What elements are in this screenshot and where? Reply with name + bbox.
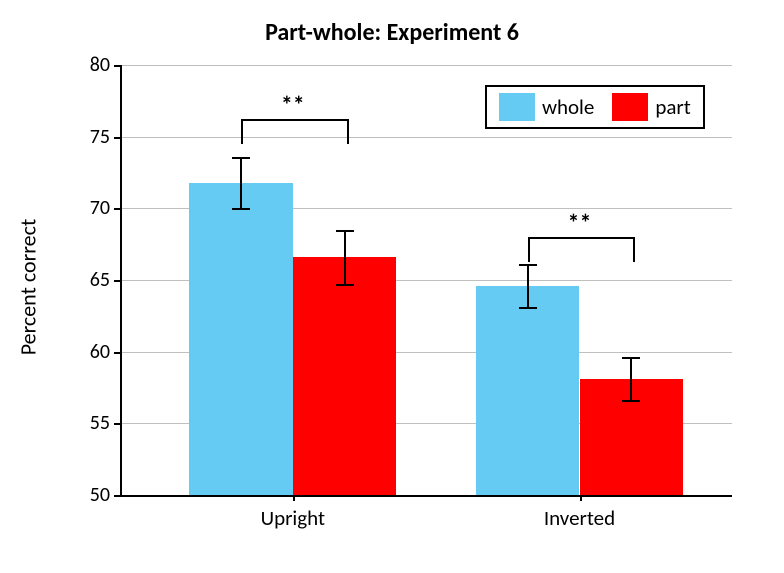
y-tick-label: 65 — [80, 268, 110, 292]
errorbar-cap — [232, 208, 250, 210]
y-axis-label: Percent correct — [15, 218, 42, 355]
bar-part — [293, 257, 397, 495]
y-tick-label: 70 — [80, 196, 110, 220]
plot-area: 50556065707580UprightInverted****wholepa… — [120, 65, 732, 497]
legend-label: whole — [542, 94, 594, 120]
errorbar-stem — [240, 157, 242, 209]
chart-title: Part-whole: Experiment 6 — [0, 18, 784, 47]
y-tick — [114, 280, 122, 282]
legend-swatch — [499, 93, 535, 121]
y-tick-label: 55 — [80, 411, 110, 435]
y-tick — [114, 137, 122, 139]
chart-container: Part-whole: Experiment 6 Percent correct… — [0, 0, 784, 573]
x-tick-label: Inverted — [544, 505, 615, 531]
errorbar-stem — [344, 230, 346, 284]
x-tick-label: Upright — [261, 505, 325, 531]
errorbar-cap — [519, 264, 537, 266]
x-tick — [580, 495, 582, 501]
legend-swatch — [612, 93, 648, 121]
y-tick-label: 75 — [80, 125, 110, 149]
errorbar-cap — [336, 230, 354, 232]
gridline — [122, 137, 732, 138]
significance-label: ** — [568, 209, 592, 238]
y-tick — [114, 65, 122, 67]
y-tick — [114, 495, 122, 497]
errorbar-cap — [622, 357, 640, 359]
legend-label: part — [655, 94, 690, 120]
significance-bracket — [528, 237, 636, 262]
significance-bracket — [241, 119, 349, 144]
legend-item-whole: whole — [499, 93, 594, 121]
errorbar-cap — [622, 400, 640, 402]
y-tick — [114, 423, 122, 425]
errorbar-cap — [336, 284, 354, 286]
x-tick — [293, 495, 295, 501]
errorbar-stem — [527, 264, 529, 307]
errorbar-cap — [519, 307, 537, 309]
y-tick — [114, 352, 122, 354]
legend-item-part: part — [612, 93, 690, 121]
legend: whole part — [485, 85, 705, 129]
y-tick-label: 60 — [80, 340, 110, 364]
y-tick-label: 80 — [80, 53, 110, 77]
y-tick — [114, 208, 122, 210]
gridline — [122, 65, 732, 66]
bar-whole — [189, 183, 293, 495]
errorbar-cap — [232, 157, 250, 159]
significance-label: ** — [281, 91, 305, 120]
bar-whole — [476, 286, 580, 495]
y-tick-label: 50 — [80, 483, 110, 507]
errorbar-stem — [630, 357, 632, 400]
